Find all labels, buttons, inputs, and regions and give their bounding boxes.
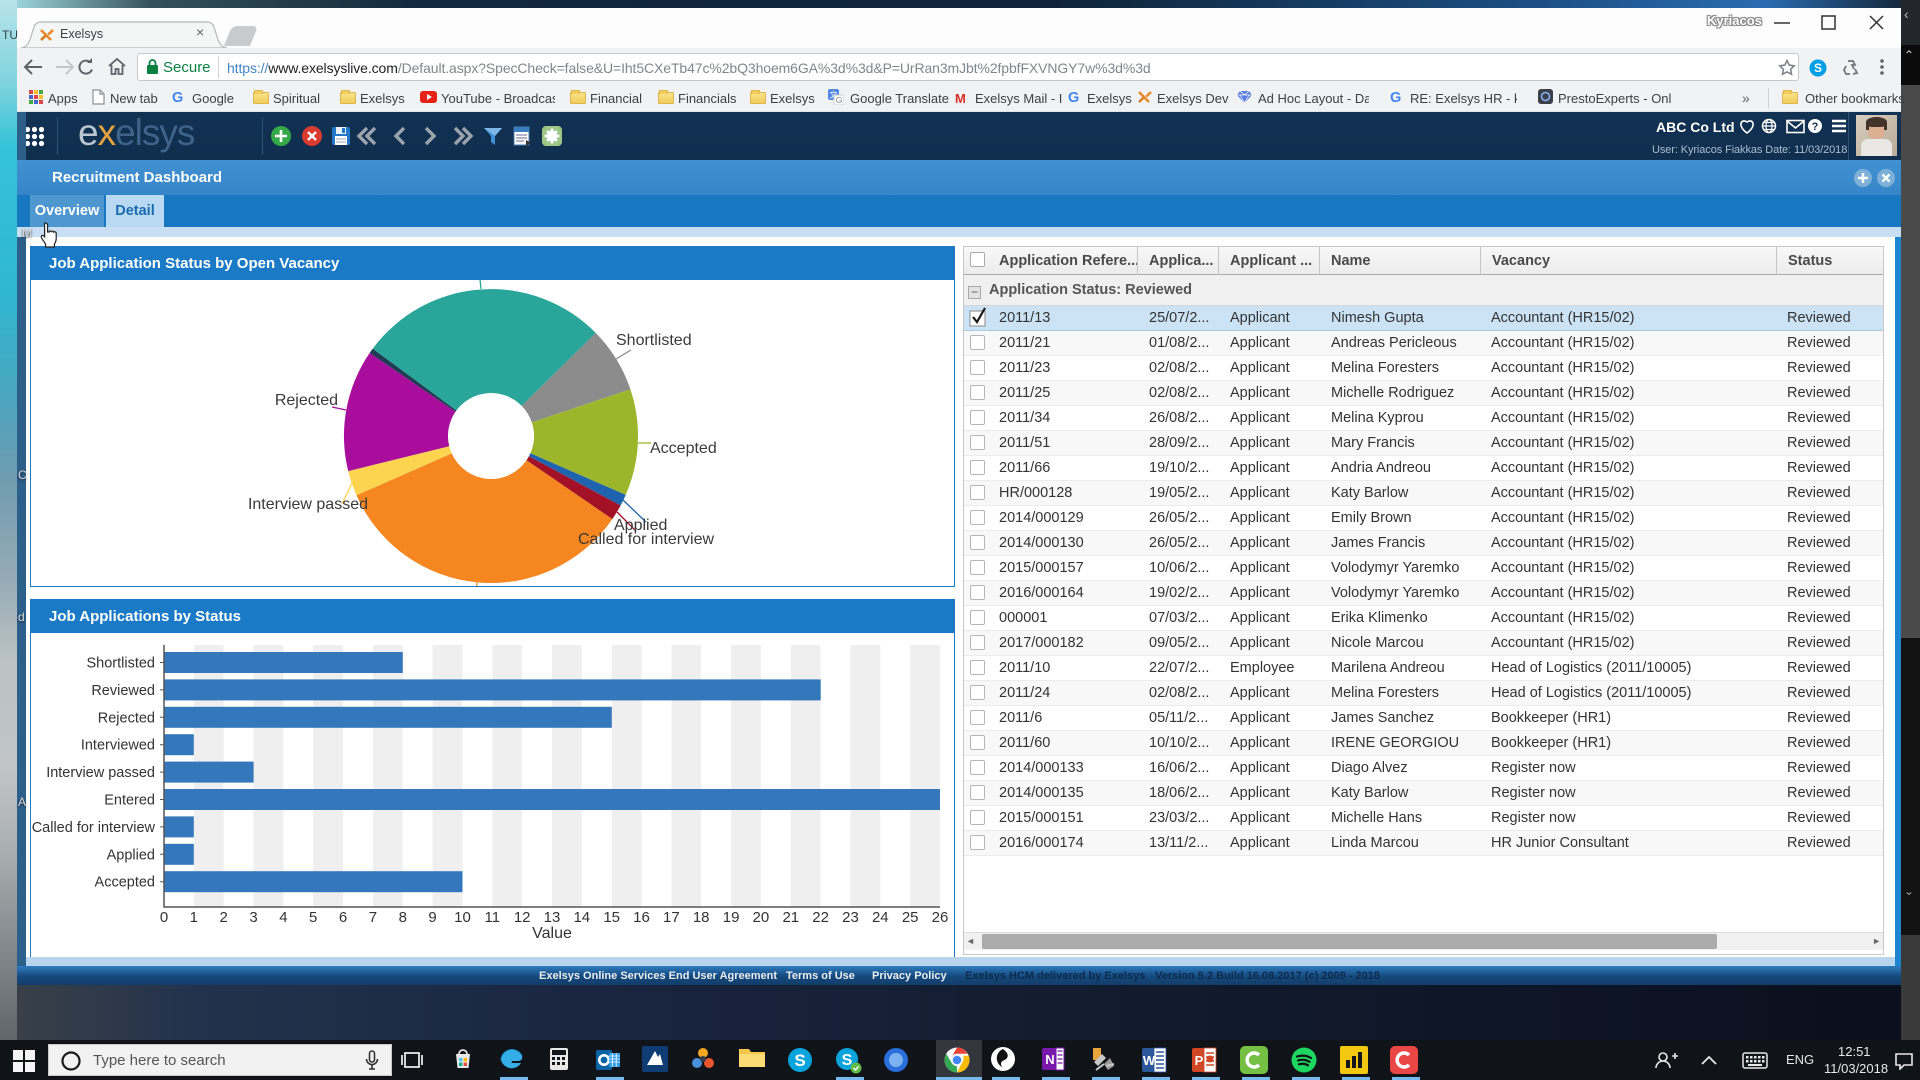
svg-text:Entered: Entered [104, 793, 155, 809]
svg-text:P: P [1195, 1053, 1204, 1068]
svg-text:Rejected: Rejected [275, 392, 338, 409]
svg-text:21: 21 [782, 909, 799, 926]
svg-text:6: 6 [339, 909, 347, 926]
svg-text:Interview passed: Interview passed [46, 765, 155, 781]
svg-text:S: S [842, 1052, 853, 1069]
svg-text:19: 19 [723, 909, 740, 926]
svg-text:Shortlisted: Shortlisted [616, 332, 692, 349]
svg-text:?: ? [1812, 121, 1819, 133]
svg-text:S: S [1814, 61, 1822, 75]
svg-text:23: 23 [842, 909, 859, 926]
svg-text:W: W [1143, 1053, 1156, 1068]
svg-text:Accepted: Accepted [650, 440, 717, 457]
svg-text:17: 17 [663, 909, 680, 926]
svg-text:26: 26 [932, 909, 949, 926]
svg-text:Called for interview: Called for interview [32, 820, 156, 836]
svg-text:14: 14 [573, 909, 590, 926]
svg-text:Called for interview: Called for interview [578, 531, 715, 548]
svg-text:22: 22 [812, 909, 829, 926]
svg-text:Interviewed: Interviewed [81, 738, 155, 754]
svg-text:25: 25 [902, 909, 919, 926]
svg-text:Rejected: Rejected [98, 710, 155, 726]
svg-text:1: 1 [190, 909, 198, 926]
svg-text:13: 13 [544, 909, 561, 926]
svg-text:Applied: Applied [107, 847, 155, 863]
svg-text:N: N [1045, 1052, 1054, 1067]
svg-text:G: G [836, 95, 843, 105]
svg-text:15: 15 [603, 909, 620, 926]
svg-text:4: 4 [279, 909, 287, 926]
svg-text:20: 20 [753, 909, 770, 926]
svg-text:Accepted: Accepted [95, 875, 155, 891]
svg-text:Interview passed: Interview passed [248, 496, 368, 513]
svg-text:Applied: Applied [614, 517, 667, 534]
svg-text:Value: Value [532, 925, 572, 942]
svg-text:3: 3 [249, 909, 257, 926]
svg-text:文: 文 [830, 90, 838, 100]
svg-text:10: 10 [454, 909, 471, 926]
svg-text:8: 8 [399, 909, 407, 926]
svg-text:24: 24 [872, 909, 889, 926]
svg-text:Reviewed: Reviewed [91, 683, 155, 699]
svg-text:7: 7 [369, 909, 377, 926]
svg-text:9: 9 [428, 909, 436, 926]
svg-text:18: 18 [693, 909, 710, 926]
svg-text:2: 2 [220, 909, 228, 926]
svg-text:16: 16 [633, 909, 650, 926]
svg-text:5: 5 [309, 909, 317, 926]
svg-text:S: S [794, 1051, 805, 1070]
svg-text:11: 11 [485, 909, 501, 926]
svg-text:Shortlisted: Shortlisted [86, 656, 155, 672]
svg-text:12: 12 [514, 909, 531, 926]
svg-text:0: 0 [160, 909, 168, 926]
